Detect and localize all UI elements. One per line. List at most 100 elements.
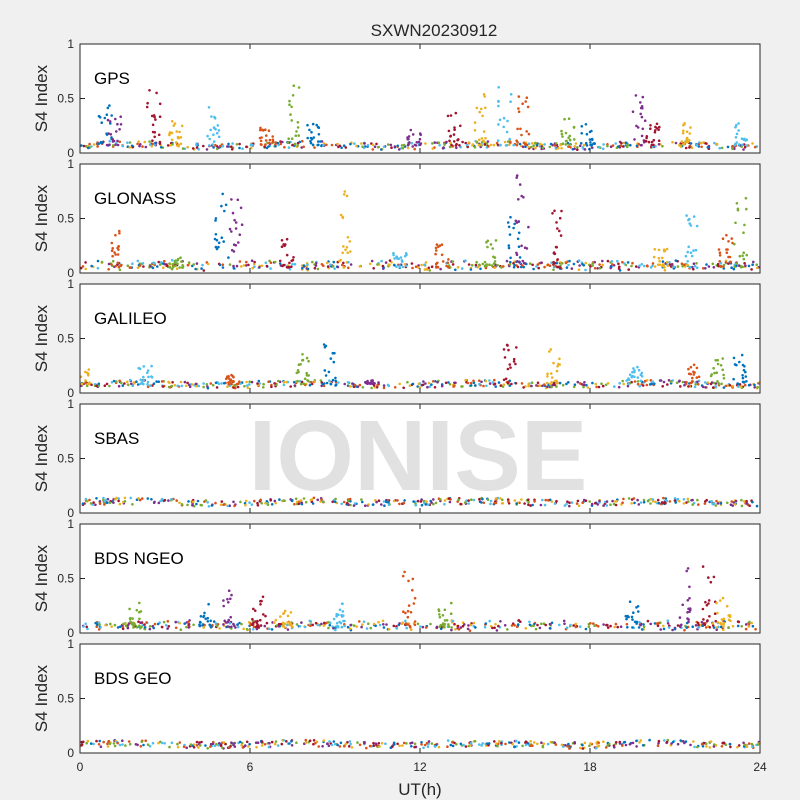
data-point: [332, 260, 336, 264]
data-point: [688, 217, 691, 221]
data-point: [666, 264, 670, 268]
data-point: [449, 612, 453, 615]
data-point: [483, 265, 487, 268]
data-point: [618, 381, 621, 385]
data-point: [496, 263, 499, 267]
data-point: [482, 93, 486, 96]
data-point: [410, 741, 414, 744]
data-point: [151, 741, 155, 745]
data-point: [686, 497, 690, 501]
data-point: [450, 626, 454, 629]
data-point: [95, 739, 98, 743]
data-point: [546, 263, 550, 267]
data-point: [276, 141, 280, 145]
data-point: [549, 142, 553, 146]
data-point: [410, 745, 413, 748]
data-point: [448, 145, 452, 149]
data-point: [712, 366, 715, 370]
data-point: [244, 264, 248, 267]
data-point: [194, 267, 197, 271]
data-point: [411, 266, 414, 270]
data-point: [704, 600, 707, 604]
data-point: [349, 499, 352, 503]
data-point: [522, 261, 526, 265]
data-point: [605, 504, 609, 507]
data-point: [604, 746, 608, 749]
data-point: [201, 623, 205, 626]
data-point: [711, 624, 715, 627]
data-point: [412, 500, 415, 503]
data-point: [396, 144, 400, 148]
data-point: [140, 497, 144, 500]
data-point: [568, 747, 571, 750]
data-point: [467, 141, 471, 144]
data-point: [720, 382, 723, 386]
data-point: [651, 264, 654, 268]
data-point: [497, 381, 501, 384]
data-point: [502, 383, 506, 387]
data-point: [744, 196, 748, 200]
data-point: [214, 143, 217, 147]
data-point: [195, 262, 199, 265]
data-point: [572, 624, 575, 627]
data-point: [181, 264, 184, 267]
data-point: [626, 143, 630, 147]
data-point: [515, 221, 519, 224]
data-point: [210, 115, 213, 118]
data-point: [701, 745, 705, 748]
data-point: [408, 141, 411, 144]
data-point: [254, 741, 258, 744]
data-point: [516, 237, 520, 241]
data-point: [427, 740, 431, 743]
data-point: [215, 131, 219, 135]
data-point: [329, 621, 332, 624]
data-point: [712, 381, 716, 385]
data-point: [322, 143, 325, 147]
panel-label: GLONASS: [94, 189, 176, 208]
y-tick-label: 0.5: [57, 452, 74, 466]
data-point: [262, 613, 265, 616]
data-point: [227, 383, 230, 386]
data-point: [94, 621, 97, 625]
data-point: [561, 142, 565, 145]
data-point: [543, 143, 546, 146]
data-point: [96, 145, 99, 148]
data-point: [742, 257, 746, 261]
data-point: [740, 498, 743, 502]
data-point: [212, 140, 216, 143]
data-point: [314, 741, 317, 745]
data-point: [378, 623, 382, 627]
data-point: [501, 498, 504, 502]
data-point: [555, 385, 558, 388]
data-point: [661, 256, 664, 260]
data-point: [382, 384, 386, 387]
data-point: [565, 266, 569, 269]
data-point: [567, 117, 571, 120]
data-point: [234, 626, 237, 629]
data-point: [550, 500, 554, 503]
data-point: [671, 140, 674, 144]
data-point: [563, 117, 566, 121]
data-point: [116, 253, 120, 256]
data-point: [643, 119, 647, 122]
data-point: [302, 382, 306, 386]
data-point: [673, 627, 677, 631]
data-point: [434, 252, 437, 256]
data-point: [402, 143, 406, 147]
data-point: [488, 379, 491, 382]
data-point: [685, 626, 688, 629]
data-point: [121, 627, 125, 631]
data-point: [322, 264, 325, 268]
data-point: [96, 259, 100, 263]
data-point: [535, 265, 538, 268]
data-point: [540, 741, 543, 744]
data-point: [367, 622, 370, 625]
data-point: [205, 148, 209, 151]
data-point: [400, 144, 404, 147]
data-point: [568, 138, 572, 142]
data-point: [80, 740, 84, 744]
data-point: [212, 133, 215, 136]
data-point: [486, 498, 490, 502]
data-point: [108, 120, 112, 123]
data-point: [238, 380, 241, 384]
